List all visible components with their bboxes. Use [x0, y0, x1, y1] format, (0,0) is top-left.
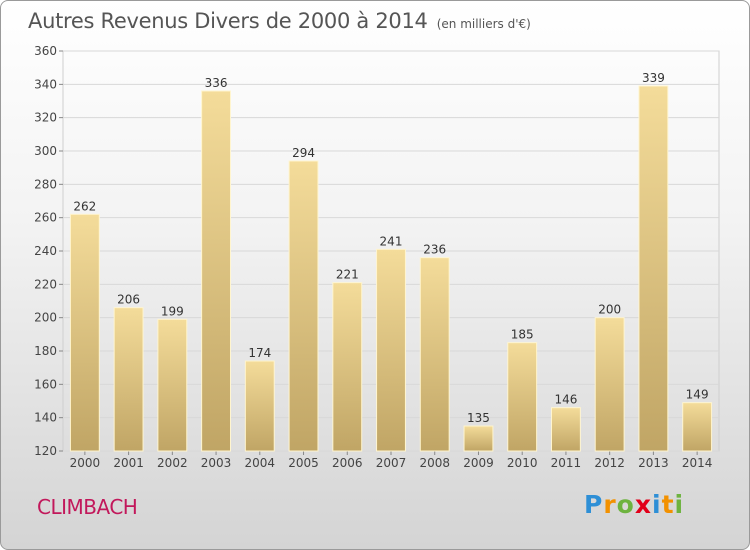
y-tick-label: 320 [34, 111, 57, 125]
y-tick-label: 300 [34, 144, 57, 158]
x-tick-label: 2010 [507, 456, 538, 470]
bar [463, 425, 494, 452]
bar-value-label: 199 [161, 304, 184, 318]
bar-value-label: 149 [686, 388, 709, 402]
y-tick-label: 160 [34, 377, 57, 391]
logo-letter: P [584, 490, 604, 519]
bar [244, 360, 275, 452]
bar [69, 213, 100, 452]
y-tick-label: 200 [34, 311, 57, 325]
y-tick-label: 260 [34, 211, 57, 225]
y-tick-label: 280 [34, 177, 57, 191]
y-tick-label: 180 [34, 344, 57, 358]
x-tick-label: 2009 [463, 456, 494, 470]
bar [638, 85, 669, 452]
logo-letter: t [661, 490, 675, 519]
bar [551, 407, 581, 452]
x-tick-label: 2004 [245, 456, 276, 470]
bar-value-label: 206 [117, 293, 140, 307]
bar-value-label: 262 [73, 199, 96, 213]
x-tick-label: 2007 [376, 456, 407, 470]
y-tick-label: 240 [34, 244, 57, 258]
x-tick-label: 2002 [157, 456, 188, 470]
x-tick-label: 2001 [113, 456, 144, 470]
bar-value-label: 146 [554, 393, 577, 407]
bar-value-label: 221 [336, 268, 359, 282]
bar-value-label: 339 [642, 71, 665, 85]
logo-letter: i [674, 490, 685, 519]
x-tick-label: 2003 [201, 456, 232, 470]
bars [69, 85, 713, 452]
bar [113, 307, 144, 452]
chart-title: Autres Revenus Divers de 2000 à 2014 (en… [28, 9, 531, 33]
x-tick-label: 2005 [288, 456, 319, 470]
bar-value-label: 200 [598, 303, 621, 317]
bar-value-label: 241 [380, 234, 403, 248]
y-tick-label: 120 [34, 444, 57, 458]
labels: 120 140 160 180 200 220 240 260 280 300 320 340 360 2… [34, 44, 712, 470]
x-tick-label: 2013 [638, 456, 669, 470]
bar [201, 90, 231, 452]
bar-value-label: 185 [511, 328, 534, 342]
x-tick-label: 2008 [419, 456, 450, 470]
place-name: CLIMBACH [37, 495, 138, 519]
y-tick-label: 140 [34, 411, 57, 425]
x-tick-label: 2012 [594, 456, 625, 470]
bar [376, 248, 406, 452]
bar [419, 257, 450, 452]
chart-title-text: Autres Revenus Divers de 2000 à 2014 [28, 9, 428, 33]
logo-letter: r [603, 490, 617, 519]
logo-letter: i [652, 490, 662, 519]
bar-value-label: 174 [248, 346, 271, 360]
bar [157, 318, 188, 452]
x-tick-label: 2014 [682, 456, 713, 470]
y-tick-label: 220 [34, 277, 57, 291]
chart-unit: (en milliers d'€) [436, 17, 531, 31]
bar-value-label: 236 [423, 243, 446, 257]
bar-value-label: 336 [205, 76, 228, 90]
logo-letter: x [634, 490, 652, 519]
y-tick-label: 360 [34, 44, 57, 58]
bar-value-label: 135 [467, 411, 490, 425]
bar [594, 317, 625, 452]
bar [682, 402, 713, 452]
x-tick-label: 2011 [551, 456, 582, 470]
bar [288, 160, 319, 452]
x-tick-label: 2000 [70, 456, 101, 470]
bar [332, 282, 363, 452]
bar-value-label: 294 [292, 146, 315, 160]
y-tick-label: 340 [34, 77, 57, 91]
x-tick-label: 2006 [332, 456, 363, 470]
logo-letter: o [616, 490, 635, 519]
proxiti-logo: Proxiti [584, 490, 684, 519]
bar [507, 342, 538, 452]
